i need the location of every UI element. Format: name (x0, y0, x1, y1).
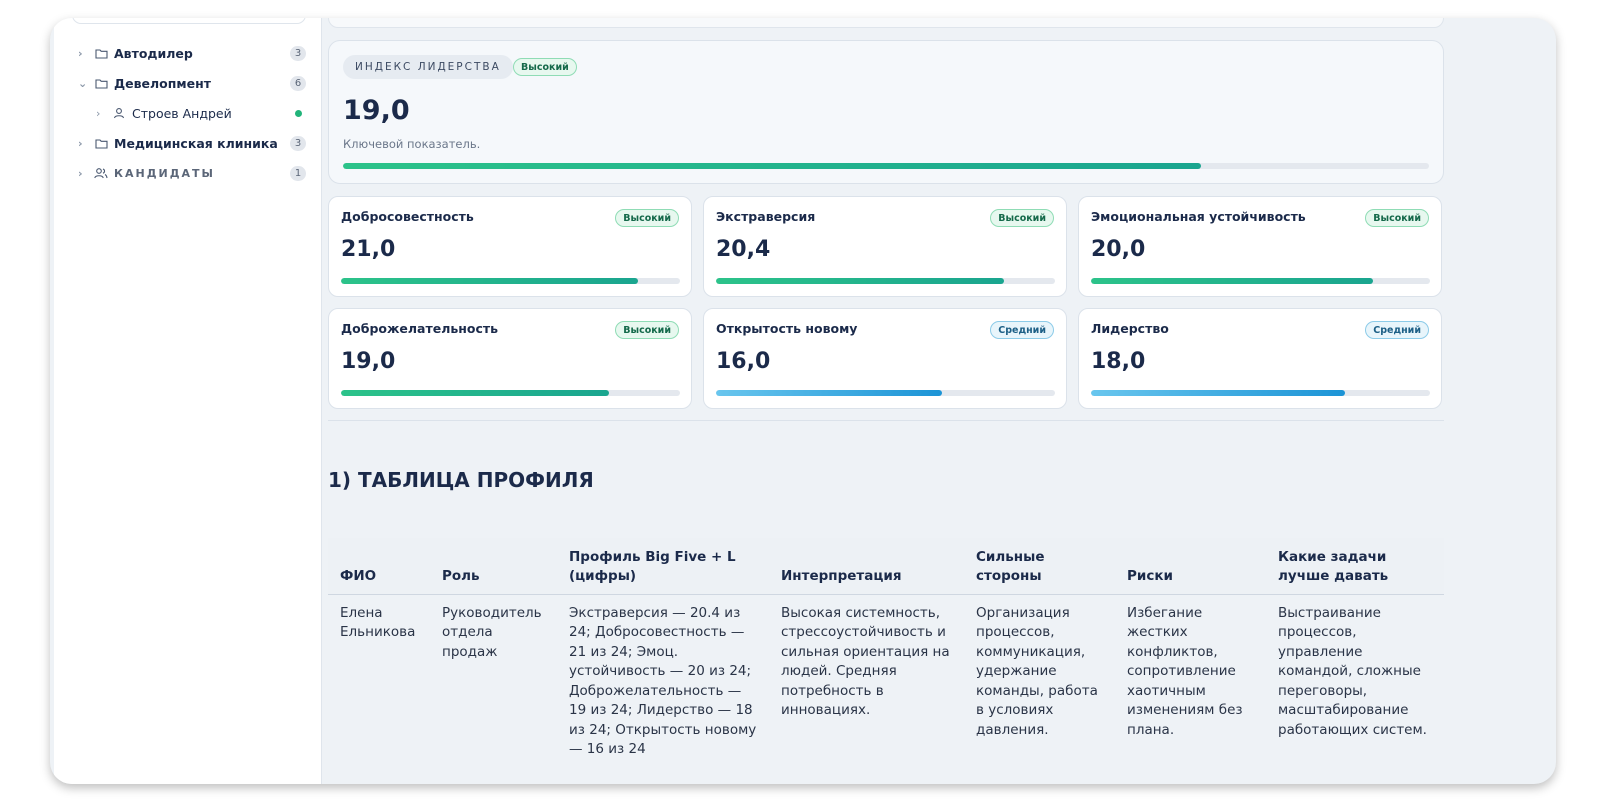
table-cell: Высокая системность, стрессоустойчивость… (781, 604, 950, 719)
progress-fill (1091, 278, 1374, 284)
progress-bar (341, 390, 680, 396)
column-header-tasks: Какие задачи лучше давать (1266, 538, 1444, 595)
table-cell: Выстраивание процессов, управление коман… (1278, 604, 1427, 738)
table-cell: Организация процессов, коммуникация, уде… (976, 604, 1098, 738)
table-header-row: ФИО Роль Профиль Big Five + L (цифры) Ин… (328, 538, 1444, 595)
section-title: 1) ТАБЛИЦА ПРОФИЛЯ (328, 468, 594, 492)
column-header-strengths: Сильные стороны (964, 538, 1115, 595)
sidebar-item-label: Медицинская клиника (114, 135, 278, 151)
level-badge: Высокий (615, 209, 679, 227)
profile-table: ФИО Роль Профиль Big Five + L (цифры) Ин… (328, 538, 1444, 769)
section-divider (328, 420, 1444, 421)
table-cell: Руководитель отдела продаж (442, 604, 542, 660)
level-badge: Высокий (615, 321, 679, 339)
table-cell: Избегание жестких конфликтов, сопротивле… (1127, 604, 1243, 738)
metric-card-openness: Открытость новому Средний 16,0 (703, 308, 1067, 409)
metric-title: Доброжелательность (341, 321, 499, 336)
table-cell: Елена Ельникова (340, 604, 416, 641)
progress-fill (341, 278, 638, 284)
folder-icon (92, 46, 110, 60)
metric-card-emotional-stability: Эмоциональная устойчивость Высокий 20,0 (1078, 196, 1442, 297)
chevron-right-icon[interactable]: › (96, 106, 101, 120)
table-row: Елена Ельникова Руководитель отдела прод… (328, 594, 1444, 769)
folder-icon (92, 136, 110, 150)
sidebar-item-avtodiler[interactable]: › Автодилер 3 (78, 38, 306, 68)
progress-fill (1091, 390, 1346, 396)
main-content: ИНДЕКС ЛИДЕРСТВА Высокий 19,0 Ключевой п… (328, 18, 1452, 784)
level-badge: Высокий (1365, 209, 1429, 227)
column-header-interpretation: Интерпретация (769, 538, 964, 595)
sidebar-item-label: Девелопмент (114, 75, 211, 91)
metric-card-extraversion: Экстраверсия Высокий 20,4 (703, 196, 1067, 297)
metric-value: 21,0 (341, 237, 396, 262)
column-header-risks: Риски (1115, 538, 1266, 595)
metric-title: Эмоциональная устойчивость (1091, 209, 1306, 224)
chevron-right-icon[interactable]: › (78, 166, 83, 180)
metric-card-conscientiousness: Добросовестность Высокий 21,0 (328, 196, 692, 297)
metric-value: 16,0 (716, 349, 771, 374)
sidebar-item-medical-clinic[interactable]: › Медицинская клиника 3 (78, 128, 306, 158)
count-badge: 3 (290, 45, 306, 61)
app-window: › Автодилер 3 ⌄ Девелопмент 6 › (50, 18, 1556, 784)
level-badge: Высокий (990, 209, 1054, 227)
leadership-index-card: ИНДЕКС ЛИДЕРСТВА Высокий 19,0 Ключевой п… (328, 40, 1444, 184)
metric-value: 20,4 (716, 237, 771, 262)
online-status-dot (295, 109, 302, 117)
metric-value: 18,0 (1091, 349, 1146, 374)
metric-value: 20,0 (1091, 237, 1146, 262)
user-icon (110, 106, 128, 120)
metric-value: 19,0 (341, 349, 396, 374)
count-badge: 6 (290, 75, 306, 91)
progress-bar (341, 278, 680, 284)
progress-fill (343, 163, 1201, 169)
progress-bar (716, 390, 1055, 396)
users-icon (92, 166, 110, 180)
metric-title: Добросовестность (341, 209, 474, 224)
progress-fill (716, 278, 1005, 284)
sidebar-tree: › Автодилер 3 ⌄ Девелопмент 6 › (78, 38, 306, 188)
level-badge: Средний (990, 321, 1054, 339)
count-badge: 1 (290, 165, 306, 181)
sidebar-item-development[interactable]: ⌄ Девелопмент 6 (78, 68, 306, 98)
metric-card-leadership: Лидерство Средний 18,0 (1078, 308, 1442, 409)
leadership-index-description: Ключевой показатель. (343, 137, 481, 151)
chevron-right-icon[interactable]: › (78, 136, 83, 150)
sidebar-item-stroev[interactable]: › Строев Андрей (78, 98, 306, 128)
sidebar-search-input[interactable] (72, 18, 306, 24)
column-header-name: ФИО (328, 538, 430, 595)
progress-fill (716, 390, 943, 396)
progress-bar (1091, 278, 1430, 284)
chevron-right-icon[interactable]: › (78, 46, 83, 60)
progress-bar (1091, 390, 1430, 396)
chevron-down-icon[interactable]: ⌄ (78, 76, 88, 90)
metric-card-agreeableness: Доброжелательность Высокий 19,0 (328, 308, 692, 409)
folder-icon (92, 76, 110, 90)
column-header-profile: Профиль Big Five + L (цифры) (557, 538, 769, 595)
column-header-role: Роль (430, 538, 557, 595)
sidebar: › Автодилер 3 ⌄ Девелопмент 6 › (54, 18, 322, 784)
progress-bar (716, 278, 1055, 284)
metric-title: Экстраверсия (716, 209, 816, 224)
progress-fill (341, 390, 609, 396)
previous-card (328, 18, 1444, 28)
progress-bar (343, 163, 1429, 169)
count-badge: 3 (290, 135, 306, 151)
metric-title: Лидерство (1091, 321, 1169, 336)
level-badge: Средний (1365, 321, 1429, 339)
table-cell: Экстраверсия — 20.4 из 24; Добросовестно… (569, 604, 757, 758)
sidebar-item-label: Автодилер (114, 45, 193, 61)
level-badge: Высокий (513, 58, 577, 76)
sidebar-item-label: КАНДИДАТЫ (114, 166, 215, 180)
sidebar-item-candidates[interactable]: › КАНДИДАТЫ 1 (78, 158, 306, 188)
metric-title: Открытость новому (716, 321, 858, 336)
leadership-index-value: 19,0 (343, 95, 410, 126)
leadership-index-tag: ИНДЕКС ЛИДЕРСТВА (343, 55, 513, 79)
sidebar-item-label: Строев Андрей (132, 105, 232, 121)
